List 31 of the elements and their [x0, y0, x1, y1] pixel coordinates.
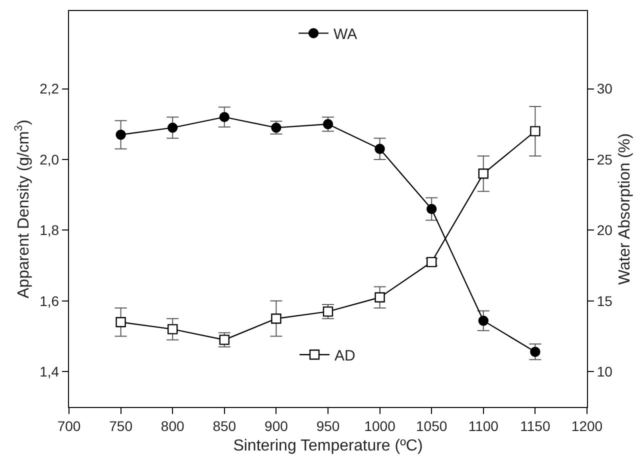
x-tick-label: 900 — [264, 418, 288, 434]
x-tick-label: 750 — [109, 418, 133, 434]
y2-tick-label: 20 — [596, 222, 613, 238]
y-tick-label: 2,2 — [40, 80, 60, 97]
x-tick-label: 1000 — [364, 418, 396, 434]
y2-tick-label: 30 — [596, 80, 613, 97]
x-tick-label: 700 — [57, 418, 81, 434]
x-tick-label: 1100 — [468, 418, 499, 434]
y-tick-label: 1,4 — [40, 364, 60, 380]
x-tick-label: 1200 — [571, 418, 603, 434]
x-tick-label: 950 — [316, 418, 340, 434]
point — [168, 324, 178, 334]
legend-label: WA — [334, 26, 358, 44]
point — [116, 317, 126, 328]
legend-label: AD — [334, 347, 356, 364]
y2-tick-label: 10 — [596, 364, 613, 380]
y-tick-label: 1,6 — [40, 292, 60, 309]
point — [374, 292, 385, 302]
x-tick-label: 1150 — [520, 418, 550, 434]
y-tick-label: 2,0 — [40, 151, 60, 168]
x-tick-label: 1050 — [416, 418, 448, 434]
point — [271, 314, 282, 324]
y2-axis-title: Water Absorption (%) — [616, 133, 634, 285]
y-tick-label: 1,8 — [40, 222, 60, 238]
point — [530, 126, 540, 136]
x-tick-label: 850 — [212, 418, 236, 434]
y2-tick-label: 25 — [596, 151, 613, 168]
x-axis-title: Sintering Temperature (ºC) — [233, 438, 423, 455]
y2-tick-label: 15 — [596, 292, 613, 309]
x-tick-label: 800 — [160, 418, 184, 434]
point — [478, 168, 488, 179]
